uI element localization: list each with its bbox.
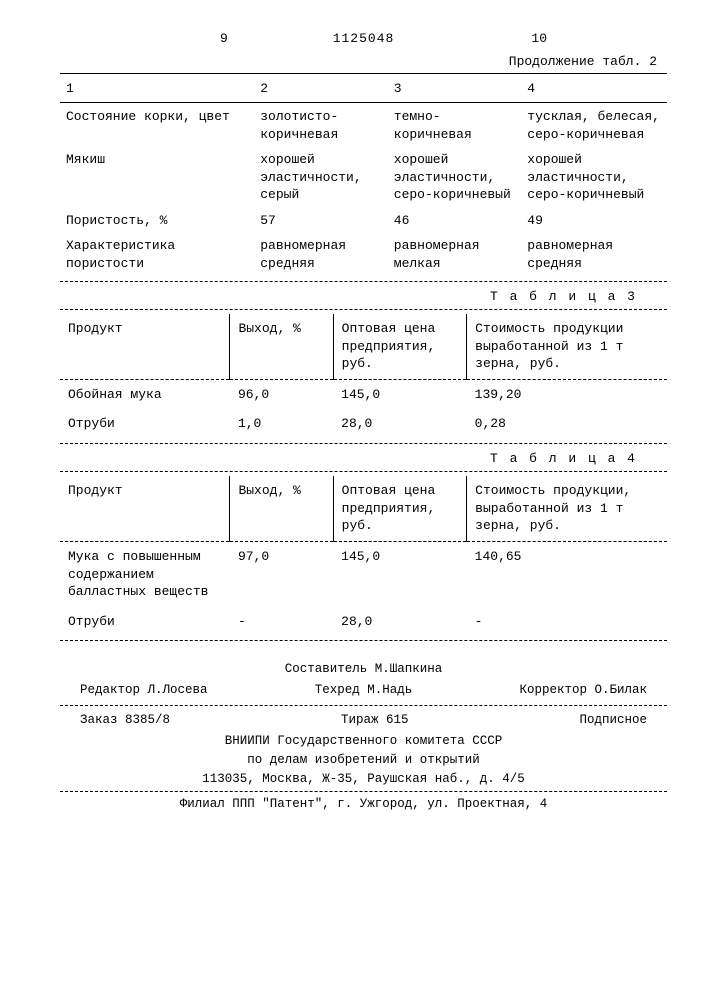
rule-under-header <box>60 102 667 103</box>
row-label: Мякиш <box>60 147 254 208</box>
table-3-title: Т а б л и ц а 3 <box>60 288 667 306</box>
table-row: Мякиш хорошей эластичности, серый хороше… <box>60 147 667 208</box>
cell: 46 <box>388 208 522 234</box>
table-row: Обойная мука 96,0 145,0 139,20 <box>60 379 667 409</box>
table-row: Мука с повышенным содержанием балластных… <box>60 542 667 607</box>
cell: 28,0 <box>333 409 467 439</box>
th-yield: Выход, % <box>230 476 333 541</box>
cell: равномерная средняя <box>254 233 388 276</box>
cell: Мука с повышенным содержанием балластных… <box>60 542 230 607</box>
table-4-title: Т а б л и ц а 4 <box>60 450 667 468</box>
dashed-rule <box>60 791 667 792</box>
cell: хорошей эластичности, серо-коричневый <box>388 147 522 208</box>
table-4-wrap: Т а б л и ц а 4 Продукт Выход, % Оптовая… <box>60 450 667 641</box>
row-label: Пористость, % <box>60 208 254 234</box>
compiler: Составитель М.Шапкина <box>60 661 667 678</box>
col-label-1: 1 <box>60 76 254 102</box>
cell: равномерная мелкая <box>388 233 522 276</box>
cell: хорошей эластичности, серый <box>254 147 388 208</box>
tirage: Тираж 615 <box>341 712 409 729</box>
cell: 57 <box>254 208 388 234</box>
footer-row-order: Заказ 8385/8 Тираж 615 Подписное <box>60 710 667 731</box>
table-row: Состояние корки, цвет золотисто-коричнев… <box>60 104 667 147</box>
cell: 96,0 <box>230 379 333 409</box>
branch: Филиал ППП "Патент", г. Ужгород, ул. Про… <box>60 796 667 813</box>
cell: Отруби <box>60 607 230 637</box>
th-yield: Выход, % <box>230 314 333 379</box>
cell: 145,0 <box>333 379 467 409</box>
address-1: 113035, Москва, Ж-35, Раушская наб., д. … <box>60 771 667 788</box>
table-2: 1 2 3 4 <box>60 76 667 102</box>
col-label-3: 3 <box>388 76 522 102</box>
table-4-header-row: Продукт Выход, % Оптовая цена предприяти… <box>60 476 667 541</box>
table-3-wrap: Т а б л и ц а 3 Продукт Выход, % Оптовая… <box>60 288 667 444</box>
table-2-header-row: 1 2 3 4 <box>60 76 667 102</box>
table-3: Продукт Выход, % Оптовая цена предприяти… <box>60 314 667 439</box>
dashed-rule <box>60 640 667 641</box>
subscription: Подписное <box>579 712 647 729</box>
table-3-header-row: Продукт Выход, % Оптовая цена предприяти… <box>60 314 667 379</box>
row-label: Характеристика пористости <box>60 233 254 276</box>
table-4: Продукт Выход, % Оптовая цена предприяти… <box>60 476 667 636</box>
table-row: Отруби - 28,0 - <box>60 607 667 637</box>
table-row: Характеристика пористости равномерная ср… <box>60 233 667 276</box>
table-2-body: Состояние корки, цвет золотисто-коричнев… <box>60 104 667 276</box>
cell: - <box>230 607 333 637</box>
cell: 145,0 <box>333 542 467 607</box>
corrector: Корректор О.Билак <box>519 682 647 699</box>
cell: Отруби <box>60 409 230 439</box>
page: 9 10 1125048 Продолжение табл. 2 1 2 3 4… <box>0 0 707 855</box>
cell: 0,28 <box>467 409 667 439</box>
page-left: 9 <box>220 30 228 48</box>
th-product: Продукт <box>60 314 230 379</box>
footer: Составитель М.Шапкина Редактор Л.Лосева … <box>60 661 667 813</box>
org-line-2: по делам изобретений и открытий <box>60 752 667 769</box>
th-price: Оптовая цена предприятия, руб. <box>333 476 467 541</box>
cell: 28,0 <box>333 607 467 637</box>
th-cost: Стоимость продукции выработанной из 1 т … <box>467 314 667 379</box>
document-number: 1125048 <box>60 30 667 48</box>
th-cost: Стоимость продукции, выработанной из 1 т… <box>467 476 667 541</box>
cell: хорошей эластичности, серо-коричневый <box>521 147 667 208</box>
org-line-1: ВНИИПИ Государственного комитета СССР <box>60 733 667 750</box>
cell: равномерная средняя <box>521 233 667 276</box>
cell: тусклая, белесая, серо-коричневая <box>521 104 667 147</box>
continuation-label: Продолжение табл. 2 <box>60 53 667 71</box>
dashed-rule <box>60 471 667 472</box>
dashed-rule <box>60 443 667 444</box>
th-price: Оптовая цена предприятия, руб. <box>333 314 467 379</box>
techred: Техред М.Надь <box>315 682 413 699</box>
table-row: Отруби 1,0 28,0 0,28 <box>60 409 667 439</box>
cell: темно-коричневая <box>388 104 522 147</box>
cell: 97,0 <box>230 542 333 607</box>
col-label-4: 4 <box>521 76 667 102</box>
dashed-rule <box>60 281 667 282</box>
rule-top <box>60 73 667 74</box>
cell: 49 <box>521 208 667 234</box>
table-row: Пористость, % 57 46 49 <box>60 208 667 234</box>
footer-row-staff: Редактор Л.Лосева Техред М.Надь Корректо… <box>60 680 667 701</box>
dashed-rule <box>60 309 667 310</box>
col-label-2: 2 <box>254 76 388 102</box>
editor: Редактор Л.Лосева <box>80 682 208 699</box>
th-product: Продукт <box>60 476 230 541</box>
cell: 1,0 <box>230 409 333 439</box>
cell: Обойная мука <box>60 379 230 409</box>
dashed-rule <box>60 705 667 706</box>
cell: 140,65 <box>467 542 667 607</box>
cell: золотисто-коричневая <box>254 104 388 147</box>
cell: 139,20 <box>467 379 667 409</box>
row-label: Состояние корки, цвет <box>60 104 254 147</box>
page-right: 10 <box>531 30 547 48</box>
cell: - <box>467 607 667 637</box>
order-no: Заказ 8385/8 <box>80 712 170 729</box>
